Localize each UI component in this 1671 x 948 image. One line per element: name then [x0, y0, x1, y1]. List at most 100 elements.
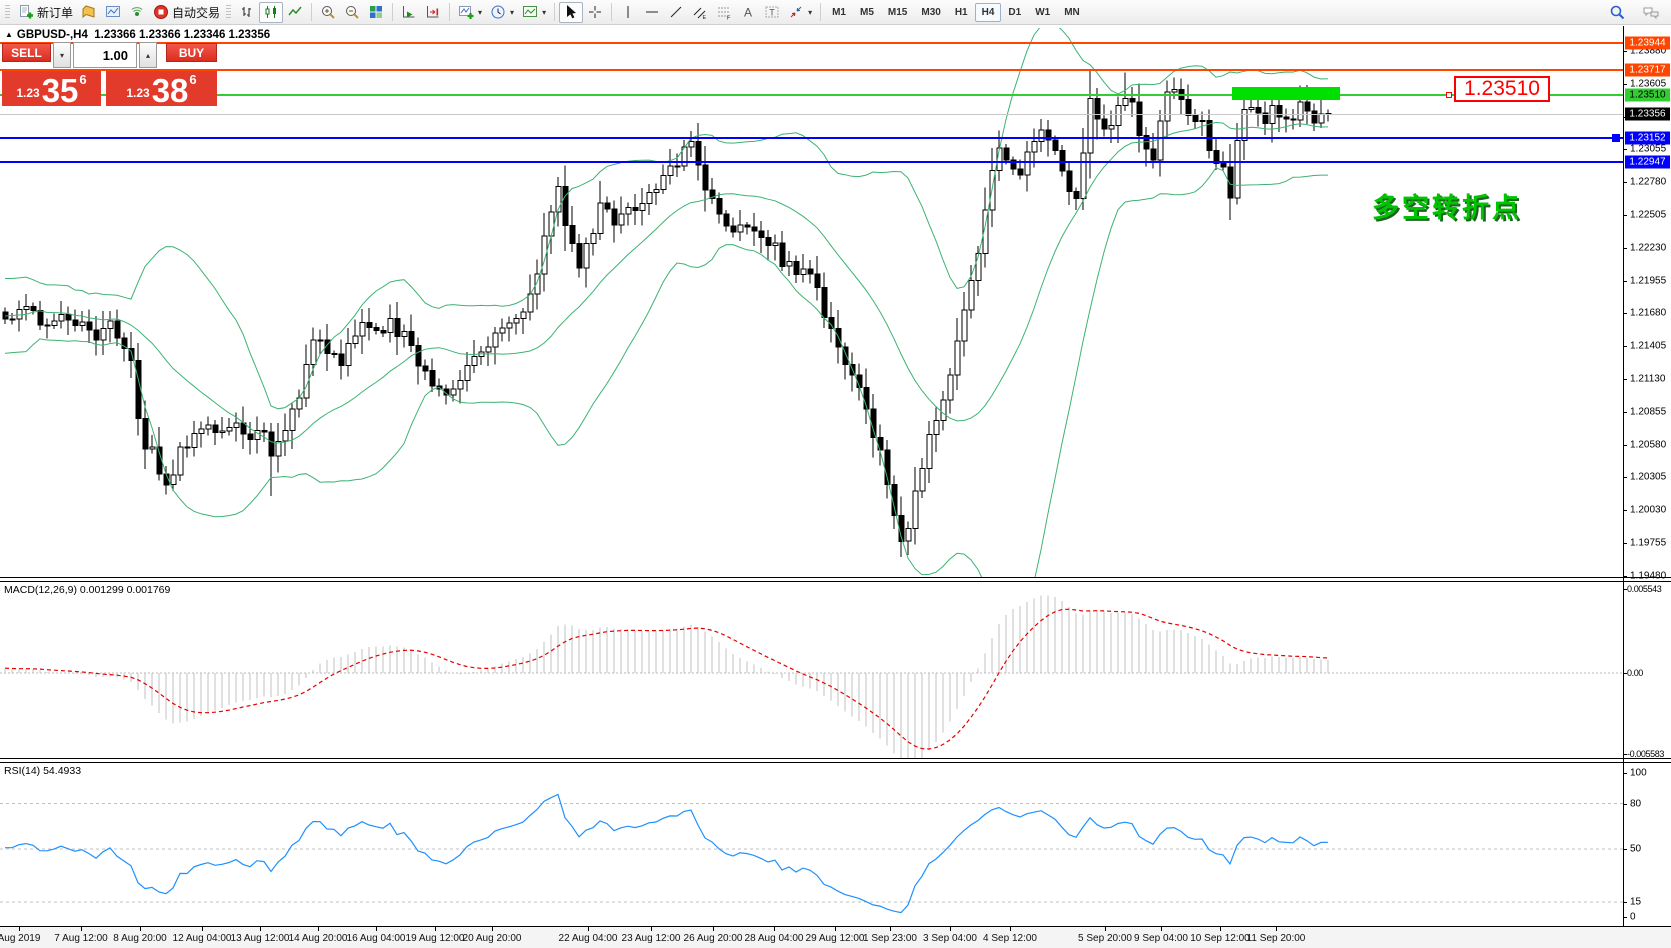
- price-chart-canvas[interactable]: [0, 28, 1623, 577]
- chart-shift-button[interactable]: [421, 2, 445, 23]
- candlestick-chart-button[interactable]: [259, 1, 284, 23]
- time-axis-label: 1 Sep 23:00: [863, 933, 917, 944]
- timeframe-group: M1 M5 M15 M30 H1 H4 D1 W1 MN: [825, 2, 1087, 22]
- timeframe-m5[interactable]: M5: [860, 6, 874, 18]
- timeframe-h4[interactable]: H4: [974, 2, 1002, 22]
- timeframe-m15[interactable]: M15: [887, 6, 908, 18]
- time-axis-label: 19 Aug 12:00: [405, 933, 465, 944]
- signals-button[interactable]: [125, 2, 149, 23]
- crosshair-button[interactable]: [583, 2, 607, 23]
- chevron-down-icon: ▾: [510, 7, 515, 17]
- market-watch-button[interactable]: [101, 2, 125, 23]
- toolbar-grip[interactable]: [5, 4, 10, 20]
- text-label-button[interactable]: T: [760, 2, 784, 23]
- new-order-button[interactable]: 新订单: [14, 2, 77, 23]
- price-level-label[interactable]: 1.23510: [1454, 76, 1550, 102]
- chevron-down-icon: ▾: [542, 7, 547, 17]
- line-chart-button[interactable]: [283, 2, 307, 23]
- panel-separator[interactable]: [0, 581, 1671, 582]
- toolbar-grip[interactable]: [226, 4, 232, 20]
- equidistant-channel-button[interactable]: E: [688, 2, 712, 23]
- cursor-icon: [563, 4, 579, 20]
- price-axis-tick: [1623, 412, 1627, 413]
- auto-scroll-button[interactable]: [397, 2, 421, 23]
- hline-handle-green[interactable]: [1446, 92, 1452, 98]
- chart-header: ▲ GBPUSD-,H4 1.23366 1.23366 1.23346 1.23…: [5, 29, 270, 41]
- vertical-line-button[interactable]: [616, 2, 640, 23]
- chart-annotation-text[interactable]: 多空转折点: [1372, 193, 1522, 223]
- horizontal-line-button[interactable]: [640, 2, 664, 23]
- cursor-button[interactable]: [559, 1, 584, 23]
- timeframe-mn[interactable]: MN: [1064, 6, 1080, 18]
- trendline-icon: [668, 4, 684, 20]
- volume-input[interactable]: 1.00: [73, 42, 137, 68]
- text-button[interactable]: A: [736, 2, 760, 23]
- time-axis-tick: [318, 927, 319, 931]
- price-axis-tick: [1623, 445, 1627, 446]
- templates-button[interactable]: ▾: [518, 2, 550, 23]
- sell-price-big: 35: [41, 72, 79, 109]
- chat-button[interactable]: [1638, 2, 1665, 23]
- price-axis-label: 1.20580: [1630, 439, 1667, 451]
- arrows-button[interactable]: ▾: [784, 2, 816, 23]
- periods-button[interactable]: ▾: [486, 2, 518, 23]
- rsi-panel-canvas[interactable]: [0, 763, 1623, 925]
- timeframe-m30[interactable]: M30: [921, 6, 941, 18]
- time-axis-label: 29 Aug 12:00: [805, 933, 865, 944]
- macd-axis-tick: [1623, 673, 1627, 674]
- template-icon: [522, 4, 538, 20]
- chevron-down-icon: ▾: [808, 7, 813, 17]
- time-axis[interactable]: Aug 2019 7 Aug 12:00 8 Aug 20:00 12 Aug 04:…: [0, 926, 1671, 948]
- buy-price-prefix: 1.23: [126, 86, 150, 100]
- time-axis-label: 12 Aug 04:00: [172, 933, 232, 944]
- auto-trading-button[interactable]: 自动交易: [149, 2, 224, 23]
- volume-increase-button[interactable]: ▴: [139, 42, 157, 68]
- chevron-down-icon: ▾: [478, 7, 483, 17]
- buy-button[interactable]: BUY: [166, 43, 217, 62]
- timeframe-m1[interactable]: M1: [832, 6, 846, 18]
- svg-text:T: T: [769, 8, 775, 18]
- buy-price-display[interactable]: 1.23 38 6: [106, 71, 217, 107]
- time-axis-tick: [588, 927, 589, 931]
- time-axis-tick: [1105, 927, 1106, 931]
- macd-panel-canvas[interactable]: [0, 584, 1623, 758]
- profiles-button[interactable]: [77, 2, 101, 23]
- price-axis-tick: [1623, 248, 1627, 249]
- fibonacci-button[interactable]: F: [712, 2, 736, 23]
- auto-trading-label: 自动交易: [172, 5, 221, 20]
- time-axis-tick: [835, 927, 836, 931]
- time-axis-label: 9 Sep 04:00: [1134, 933, 1188, 944]
- time-axis-tick: [81, 927, 82, 931]
- chart-shift-icon: [425, 4, 441, 20]
- time-axis-label: 14 Aug 20:00: [288, 933, 348, 944]
- sell-price-display[interactable]: 1.23 35 6: [2, 71, 101, 109]
- search-button[interactable]: [1605, 2, 1630, 23]
- svg-text:E: E: [703, 15, 707, 20]
- panel-separator[interactable]: [0, 758, 1671, 759]
- volume-decrease-button[interactable]: ▾: [53, 42, 71, 68]
- timeframe-h1[interactable]: H1: [954, 6, 968, 18]
- time-axis-label: 10 Sep 12:00: [1190, 933, 1250, 944]
- price-axis-tick: [1623, 149, 1627, 150]
- time-axis-label: 3 Sep 04:00: [923, 933, 977, 944]
- time-axis-tick: [1276, 927, 1277, 931]
- market-watch-icon: [105, 4, 121, 20]
- price-axis-label: 1.21130: [1630, 373, 1666, 385]
- sell-button[interactable]: SELL: [2, 43, 51, 62]
- zoom-in-button[interactable]: [316, 2, 340, 23]
- zoom-out-button[interactable]: [340, 2, 364, 23]
- panel-separator[interactable]: [0, 762, 1671, 763]
- bar-chart-button[interactable]: [235, 2, 259, 23]
- price-axis-tick: [1623, 313, 1627, 314]
- time-axis-tick: [435, 927, 436, 931]
- hline-handle-blue[interactable]: [1612, 134, 1620, 142]
- trendline-button[interactable]: [664, 2, 688, 23]
- panel-separator[interactable]: [0, 577, 1671, 578]
- timeframe-d1[interactable]: D1: [1008, 6, 1022, 18]
- tile-windows-button[interactable]: [364, 2, 388, 23]
- timeframe-w1[interactable]: W1: [1035, 6, 1051, 18]
- equidistant-channel-icon: E: [692, 4, 708, 20]
- one-click-trading-panel: SELL ▾ 1.00 ▴ BUY 1.23 35 6 1.23 38 6: [2, 42, 217, 109]
- indicators-button[interactable]: ▾: [454, 2, 486, 23]
